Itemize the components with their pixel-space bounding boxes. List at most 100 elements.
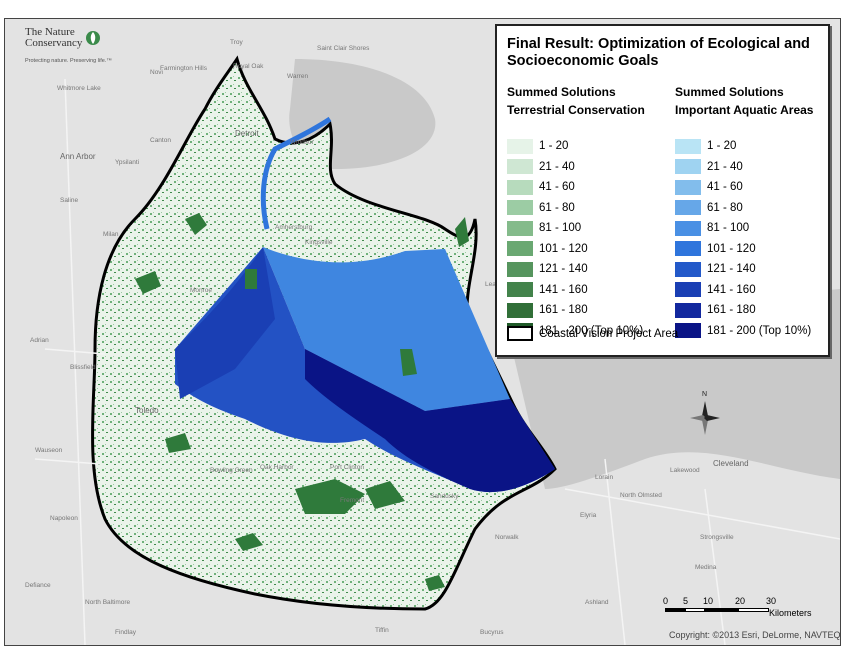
terrestrial-class-label: 21 - 40: [539, 160, 575, 173]
aquatic-swatch: [675, 323, 701, 338]
terrestrial-legend-item: 101 - 120: [507, 239, 588, 259]
scale-segment: [738, 608, 769, 612]
place-label: Whitmore Lake: [57, 85, 101, 92]
aquatic-legend-item: 1 - 20: [675, 136, 736, 156]
aquatic-class-label: 101 - 120: [707, 242, 756, 255]
place-label: Warren: [287, 73, 309, 80]
terrestrial-legend-item: 1 - 20: [507, 136, 568, 156]
place-label: Norwalk: [495, 534, 519, 541]
aquatic-swatch: [675, 261, 701, 277]
terrestrial-swatch: [507, 179, 533, 195]
place-label: Sandusky: [430, 493, 459, 500]
aquatic-swatch: [675, 179, 701, 195]
place-label: Strongsville: [700, 534, 734, 541]
aquatic-class-label: 181 - 200 (Top 10%): [707, 324, 812, 337]
road-lines: [34, 78, 840, 645]
terrestrial-heading-1: Summed Solutions: [507, 85, 616, 99]
place-label: Saint Clair Shores: [317, 45, 370, 52]
aquatic-class-label: 121 - 140: [707, 263, 756, 275]
place-label: Adrian: [30, 337, 49, 344]
place-label: Toledo: [135, 406, 159, 415]
terrestrial-swatch: [507, 282, 533, 297]
terrestrial-legend-item: 21 - 40: [507, 157, 575, 177]
terrestrial-legend-item: 121 - 140: [507, 259, 588, 279]
aquatic-class-label: 141 - 160: [707, 283, 756, 296]
oak-leaf-icon: [86, 31, 100, 45]
boundary-label: Coastal Vision Project Area: [539, 327, 679, 340]
place-label: Port Clinton: [330, 464, 364, 471]
aquatic-legend-item: 101 - 120: [675, 239, 756, 259]
boundary-swatch: [507, 326, 533, 341]
place-label: Novi: [150, 69, 164, 76]
terrestrial-swatch: [507, 159, 533, 174]
logo-tagline: Protecting nature. Preserving life.™: [25, 58, 112, 64]
place-label: Royal Oak: [233, 63, 264, 70]
place-label: Milan: [103, 231, 119, 238]
place-label: Medina: [695, 564, 717, 571]
aquatic-class-label: 1 - 20: [707, 140, 737, 152]
place-label: Troy: [230, 39, 243, 46]
terrestrial-class-label: 101 - 120: [539, 242, 588, 255]
place-label: Cleveland: [713, 459, 749, 468]
aquatic-legend-item: 161 - 180: [675, 300, 756, 320]
place-label: Kingsville: [305, 239, 333, 246]
place-label: Lorain: [595, 474, 614, 481]
place-label: Bucyrus: [480, 629, 504, 636]
aquatic-class-label: 81 - 100: [707, 222, 750, 234]
terrestrial-legend-item: 161 - 180: [507, 300, 588, 320]
place-label: Monroe: [190, 287, 213, 294]
scale-tick: 5: [683, 596, 689, 606]
place-label: Farmington Hills: [160, 65, 207, 72]
place-label: Napoleon: [50, 515, 78, 522]
aquatic-class-label: 161 - 180: [707, 304, 756, 316]
terrestrial-legend-item: 61 - 80: [507, 198, 575, 218]
place-label: Elyria: [580, 512, 597, 519]
scale-bar: 0 5 10 20 30 Kilometers: [663, 596, 840, 626]
lake-erie-aquatic-light: [263, 247, 510, 411]
place-label: Windsor: [290, 139, 314, 146]
scale-tick: 0: [663, 596, 669, 606]
conservation-patches: [135, 213, 469, 591]
place-label: Tiffin: [375, 627, 389, 634]
place-label: Ashland: [585, 599, 609, 606]
terrestrial-class-label: 121 - 140: [539, 263, 588, 275]
terrestrial-swatch: [507, 220, 533, 236]
aquatic-heading-2: Important Aquatic Areas: [675, 103, 814, 117]
aquatic-class-label: 41 - 60: [707, 181, 743, 193]
scale-segment: [685, 608, 705, 612]
scale-segment: [705, 608, 738, 612]
terrestrial-class-label: 1 - 20: [539, 140, 569, 152]
aquatic-legend-item: 121 - 140: [675, 259, 756, 279]
terrestrial-swatch: [507, 241, 533, 256]
aquatic-legend-item: 141 - 160: [675, 280, 756, 300]
place-label: Ann Arbor: [60, 152, 96, 161]
place-label: Oak Harbor: [260, 464, 294, 471]
place-label: Defiance: [25, 582, 51, 589]
terrestrial-class-label: 41 - 60: [539, 181, 575, 193]
terrestrial-legend-item: 41 - 60: [507, 177, 575, 197]
north-arrow: N: [688, 391, 722, 437]
map-frame: The Nature Conservancy Protecting nature…: [4, 18, 841, 646]
place-label: North Baltimore: [85, 599, 131, 606]
scale-segment: [665, 608, 685, 612]
terrestrial-swatch: [507, 302, 533, 318]
place-label: Wauseon: [35, 447, 63, 454]
place-label: Blissfield: [70, 364, 96, 371]
terrestrial-swatch: [507, 200, 533, 215]
logo-name: The Nature Conservancy: [25, 26, 83, 49]
scale-tick: 30: [766, 596, 777, 606]
map-legend: Final Result: Optimization of Ecological…: [495, 24, 830, 357]
aquatic-swatch: [675, 200, 701, 215]
compass-icon: [690, 401, 720, 435]
scale-tick: 20: [735, 596, 746, 606]
place-label: Canton: [150, 137, 171, 144]
aquatic-legend-item: 61 - 80: [675, 198, 743, 218]
terrestrial-class-label: 141 - 160: [539, 283, 588, 296]
aquatic-legend-item: 41 - 60: [675, 177, 743, 197]
terrestrial-class-label: 81 - 100: [539, 222, 582, 234]
place-label: Bowling Green: [210, 467, 253, 474]
scale-tick: 10: [703, 596, 714, 606]
aquatic-swatch: [675, 302, 701, 318]
north-label: N: [702, 391, 708, 398]
detroit-river: [260, 116, 332, 230]
